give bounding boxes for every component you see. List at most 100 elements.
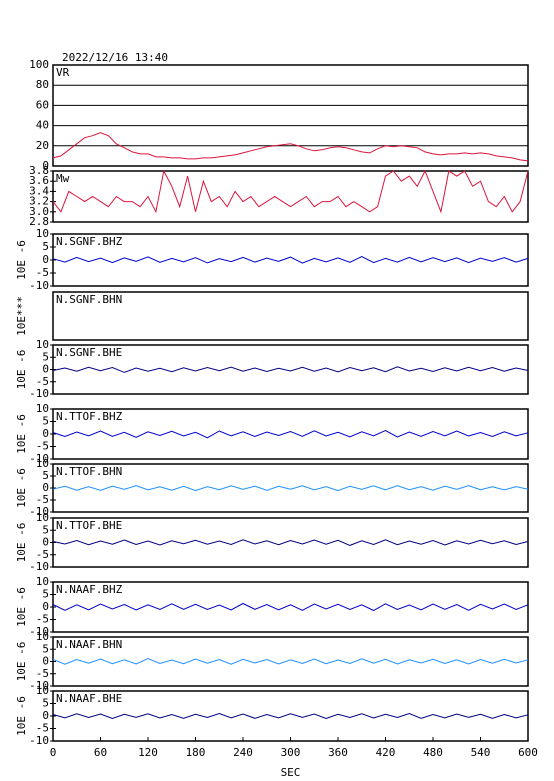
y-tick-label: -10: [29, 679, 49, 692]
x-tick-label: 600: [518, 746, 538, 759]
y-tick-label: 5: [42, 415, 49, 428]
data-line: [52, 602, 529, 612]
data-line: [52, 366, 529, 373]
y-axis-label: 10E -6: [15, 414, 28, 454]
x-tick-label: 300: [281, 746, 301, 759]
y-tick-label: 0: [42, 159, 49, 172]
x-tick-label: 420: [376, 746, 396, 759]
y-tick-label: 5: [42, 523, 49, 536]
y-tick-label: 3.8: [29, 164, 49, 177]
x-tick-label: 180: [186, 746, 206, 759]
y-tick-label: 10: [36, 457, 49, 470]
y-tick-label: 3.6: [29, 174, 49, 187]
y-tick-label: 2.8: [29, 215, 49, 228]
y-tick-label: 10: [36, 630, 49, 643]
panel-frame: [52, 170, 529, 223]
y-tick-label: -5: [36, 548, 49, 561]
panel-frame: [52, 291, 529, 341]
y-axis-label: 10E -6: [15, 523, 28, 563]
panel-title: N.SGNF.BHE: [56, 346, 122, 359]
x-tick-label: 60: [94, 746, 107, 759]
x-tick-label: 120: [138, 746, 158, 759]
y-tick-label: 0: [42, 600, 49, 613]
panel-title: N.SGNF.BHZ: [56, 235, 123, 248]
y-tick-label: -10: [29, 560, 49, 573]
y-tick-label: -5: [36, 493, 49, 506]
x-tick-label: 540: [471, 746, 491, 759]
y-tick-label: -10: [29, 387, 49, 400]
y-axis-label: 10E***: [15, 296, 28, 336]
y-tick-label: -10: [29, 505, 49, 518]
y-tick-label: -5: [36, 667, 49, 680]
y-tick-label: 100: [29, 58, 49, 71]
x-tick-label: 360: [328, 746, 348, 759]
y-axis-label: 10E -6: [15, 696, 28, 736]
x-tick-label: 240: [233, 746, 253, 759]
y-tick-label: 0: [42, 427, 49, 440]
y-tick-label: 80: [36, 78, 49, 91]
panel-title: N.NAAF.BHN: [56, 638, 122, 651]
y-tick-label: 5: [42, 469, 49, 482]
data-line: [52, 132, 529, 162]
y-axis-label: 10E -6: [15, 587, 28, 627]
data-line: [52, 658, 529, 665]
data-line: [52, 539, 529, 546]
y-tick-label: -10: [29, 452, 49, 465]
data-line: [52, 485, 529, 492]
timestamp: 2022/12/16 13:40: [62, 51, 168, 64]
y-tick-label: -5: [36, 375, 49, 388]
x-tick-label: 0: [50, 746, 57, 759]
panel-title: N.TTOF.BHN: [56, 465, 122, 478]
y-tick-label: -5: [36, 613, 49, 626]
y-axis-label: 10E -6: [15, 240, 28, 280]
y-tick-label: 10: [36, 684, 49, 697]
panel-title: N.NAAF.BHZ: [56, 583, 123, 596]
y-axis-label: 10E -6: [15, 642, 28, 682]
panel-frame: [52, 463, 529, 513]
x-tick-label: 480: [423, 746, 443, 759]
y-tick-label: -5: [36, 266, 49, 279]
y-tick-label: 0: [42, 536, 49, 549]
panel-frame: [52, 64, 529, 167]
y-tick-label: 0: [42, 655, 49, 668]
panel-frame: [52, 636, 529, 687]
y-tick-label: -5: [36, 722, 49, 735]
y-tick-label: -10: [29, 625, 49, 638]
y-tick-label: 10: [36, 575, 49, 588]
panel-title: Mw: [56, 172, 70, 185]
y-tick-label: 0: [42, 253, 49, 266]
y-tick-label: 3.2: [29, 195, 49, 208]
y-tick-label: 10: [36, 402, 49, 415]
panel-title: VR: [56, 66, 70, 79]
data-line: [52, 712, 529, 720]
data-line: [52, 256, 529, 264]
y-tick-label: 5: [42, 697, 49, 710]
y-axis-label: 10E -6: [15, 350, 28, 390]
y-tick-label: 40: [36, 119, 49, 132]
y-tick-label: 5: [42, 240, 49, 253]
panel-frame: [52, 517, 529, 568]
panel-title: N.NAAF.BHE: [56, 692, 122, 705]
y-tick-label: 20: [36, 139, 49, 152]
y-tick-label: 0: [42, 363, 49, 376]
y-tick-label: 60: [36, 98, 49, 111]
y-tick-label: 10: [36, 227, 49, 240]
y-tick-label: 10: [36, 511, 49, 524]
panel-title: N.TTOF.BHE: [56, 519, 122, 532]
panel-frame: [52, 344, 529, 395]
y-tick-label: -10: [29, 734, 49, 747]
y-tick-label: -10: [29, 279, 49, 292]
y-tick-label: 10: [36, 338, 49, 351]
y-tick-label: 3.4: [29, 184, 49, 197]
panel-title: N.TTOF.BHZ: [56, 410, 123, 423]
data-line: [52, 429, 529, 439]
y-tick-label: 5: [42, 642, 49, 655]
y-axis-label: 10E -6: [15, 468, 28, 508]
panel-frame: [52, 690, 529, 742]
y-tick-label: 5: [42, 350, 49, 363]
panel-frame: [52, 581, 529, 633]
y-tick-label: 3.0: [29, 205, 49, 218]
y-tick-label: -5: [36, 440, 49, 453]
x-axis-label: SEC: [281, 766, 301, 779]
